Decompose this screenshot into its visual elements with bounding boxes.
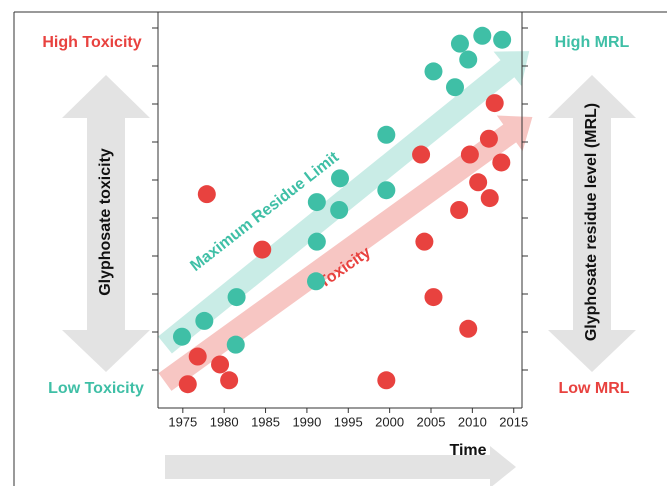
- x-axis-label: Time: [449, 442, 486, 459]
- low-toxicity-label: Low Toxicity: [48, 380, 144, 397]
- toxicity-arrow: [158, 115, 533, 391]
- scatter-point: [445, 78, 464, 97]
- x-tick-label: 1995: [334, 414, 363, 429]
- scatter-point: [460, 145, 479, 164]
- scatter-point: [450, 34, 469, 53]
- scatter-point: [220, 371, 239, 390]
- scatter-point: [331, 169, 349, 188]
- low-mrl-label: Low MRL: [558, 380, 629, 397]
- x-tick-label: 2000: [375, 414, 404, 429]
- scatter-point: [226, 335, 245, 354]
- x-tick-label: 1985: [251, 414, 280, 429]
- scatter-point: [485, 94, 504, 113]
- scatter-point: [227, 288, 246, 307]
- left-arrow: [62, 75, 150, 372]
- scatter-point: [330, 201, 349, 219]
- scatter-point: [459, 50, 478, 69]
- scatter-point: [480, 189, 499, 208]
- scatter-point: [473, 26, 492, 45]
- right-axis-label: Glyphosate residue level (MRL): [583, 103, 600, 341]
- scatter-point: [211, 355, 230, 374]
- scatter-point: [459, 319, 478, 338]
- scatter-point: [377, 371, 396, 390]
- scatter-point: [307, 193, 326, 212]
- scatter-point: [188, 347, 207, 366]
- x-tick-label: 1975: [168, 414, 197, 429]
- x-tick-label: 2010: [458, 414, 487, 429]
- scatter-point: [412, 145, 431, 164]
- high-toxicity-label: High Toxicity: [42, 34, 141, 51]
- scatter-point: [197, 185, 216, 204]
- high-mrl-label: High MRL: [555, 34, 630, 51]
- scatter-point: [377, 181, 396, 200]
- x-tick-label: 2015: [499, 414, 528, 429]
- scatter-point: [195, 311, 214, 330]
- x-tick-label: 2005: [417, 414, 446, 429]
- scatter-point: [493, 30, 512, 49]
- scatter-point: [172, 327, 191, 346]
- scatter-point: [307, 272, 326, 291]
- scatter-point: [469, 173, 488, 192]
- scatter-point: [178, 375, 197, 394]
- scatter-point: [450, 201, 469, 219]
- scatter-point: [307, 232, 326, 251]
- right-arrow: [548, 75, 636, 372]
- scatter-point: [377, 125, 396, 144]
- scatter-point: [253, 240, 272, 259]
- scatter-point: [492, 153, 511, 172]
- scatter-point: [479, 129, 498, 148]
- x-tick-label: 1990: [292, 414, 321, 429]
- scatter-point: [424, 288, 443, 307]
- time-arrow: [165, 446, 516, 486]
- x-tick-label: 1980: [210, 414, 239, 429]
- scatter-point: [424, 62, 443, 81]
- scatter-point: [415, 232, 434, 251]
- left-axis-label: Glyphosate toxicity: [97, 148, 114, 296]
- axis-ticks: [152, 27, 528, 371]
